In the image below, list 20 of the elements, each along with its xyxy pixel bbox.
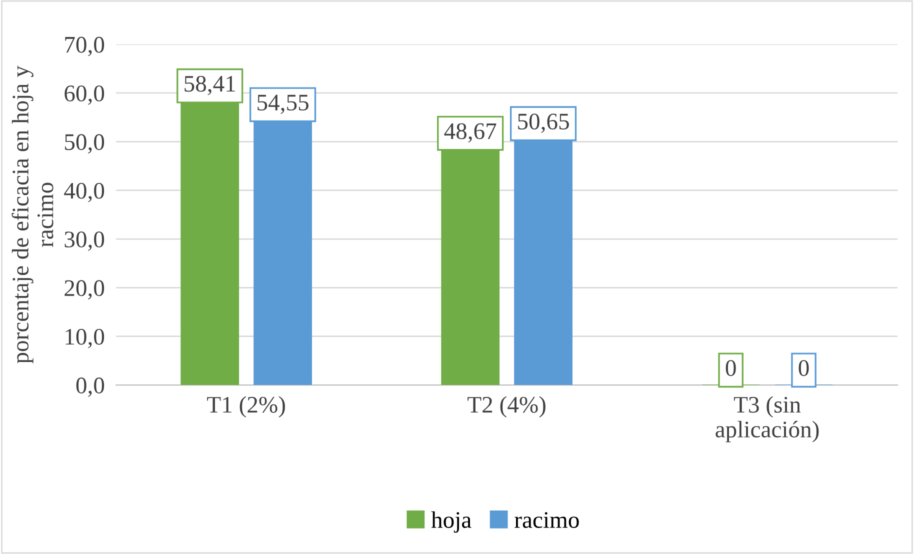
- y-tick-label: 30,0: [64, 232, 104, 251]
- y-tick-label: 0,0: [76, 378, 104, 397]
- data-label: 48,67: [444, 123, 496, 143]
- data-label: 58,41: [184, 76, 235, 96]
- y-tick-label: 50,0: [65, 134, 104, 154]
- y-tick-label: 10,0: [66, 328, 104, 348]
- legend-label: racimo: [514, 512, 579, 528]
- x-tick-label: T1 (2%): [207, 396, 285, 418]
- y-tick-label: 20,0: [64, 280, 104, 300]
- data-label: 50,65: [518, 114, 569, 133]
- data-label: 54,55: [258, 94, 308, 114]
- x-tick-label: T3 (sin aplicación): [716, 396, 819, 442]
- y-tick-label: 40,0: [64, 182, 104, 202]
- data-label: 0: [726, 360, 736, 376]
- y-axis-title: porcentaje de eficacia en hoja y racimo: [12, 66, 54, 364]
- legend-label: hoja: [431, 511, 472, 533]
- y-tick-label: 70,0: [65, 36, 104, 56]
- x-tick-label: T2 (4%): [468, 396, 546, 418]
- y-tick-label: 60,0: [64, 85, 104, 105]
- data-label: 0: [798, 360, 809, 376]
